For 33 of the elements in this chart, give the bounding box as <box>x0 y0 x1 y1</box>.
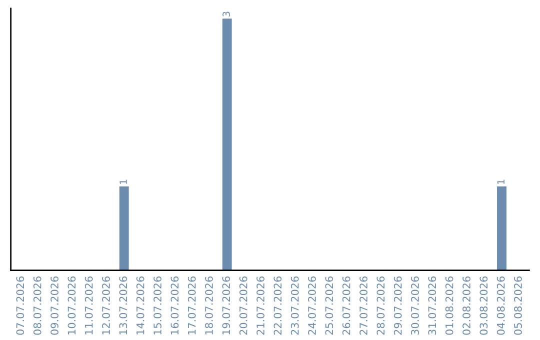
x-tick-label: 18.07.2026 <box>205 276 213 334</box>
x-tick-label: 16.07.2026 <box>170 276 179 334</box>
x-tick-label: 19.07.2026 <box>222 276 230 334</box>
x-tick-label: 28.07.2026 <box>376 276 385 335</box>
data-label: 1 <box>497 180 504 184</box>
x-tick-label: 10.07.2026 <box>68 276 76 334</box>
x-tick-label: 15.07.2026 <box>154 276 162 334</box>
x-tick-label: 26.07.2026 <box>342 276 350 335</box>
x-tick-label: 29.07.2026 <box>394 276 402 335</box>
x-tick-label: 02.08.2026 <box>462 276 470 335</box>
x-tick-label: 14.07.2026 <box>136 276 144 334</box>
x-tick-label: 31.07.2026 <box>428 276 436 335</box>
x-tick-label: 30.07.2026 <box>411 276 419 335</box>
x-tick-label: 27.07.2026 <box>360 276 368 335</box>
x-tick-label: 08.07.2026 <box>33 276 42 335</box>
x-tick-label: 22.07.2026 <box>274 276 282 335</box>
x-tick-label: 25.07.2026 <box>325 276 334 335</box>
x-tick-label: 01.08.2026 <box>445 276 454 335</box>
x-tick-label: 05.08.2026 <box>514 276 522 335</box>
x-tick-label: 24.07.2026 <box>308 276 316 335</box>
x-tick-label: 20.07.2026 <box>239 276 248 335</box>
x-tick-label: 11.07.2026 <box>84 276 93 334</box>
x-tick-label: 17.07.2026 <box>188 276 196 334</box>
x-tick-label: 09.07.2026 <box>50 276 58 335</box>
x-tick-label: 04.08.2026 <box>496 276 505 335</box>
data-label: 1 <box>120 180 127 184</box>
x-tick-label: 07.07.2026 <box>16 276 24 335</box>
x-tick-label: 23.07.2026 <box>290 276 299 335</box>
x-tick-label: 03.08.2026 <box>480 276 488 335</box>
x-tick-label: 13.07.2026 <box>119 276 128 334</box>
data-label: 3 <box>222 12 230 16</box>
x-tick-label: 12.07.2026 <box>102 276 110 334</box>
x-tick-label: 21.07.2026 <box>256 276 264 335</box>
